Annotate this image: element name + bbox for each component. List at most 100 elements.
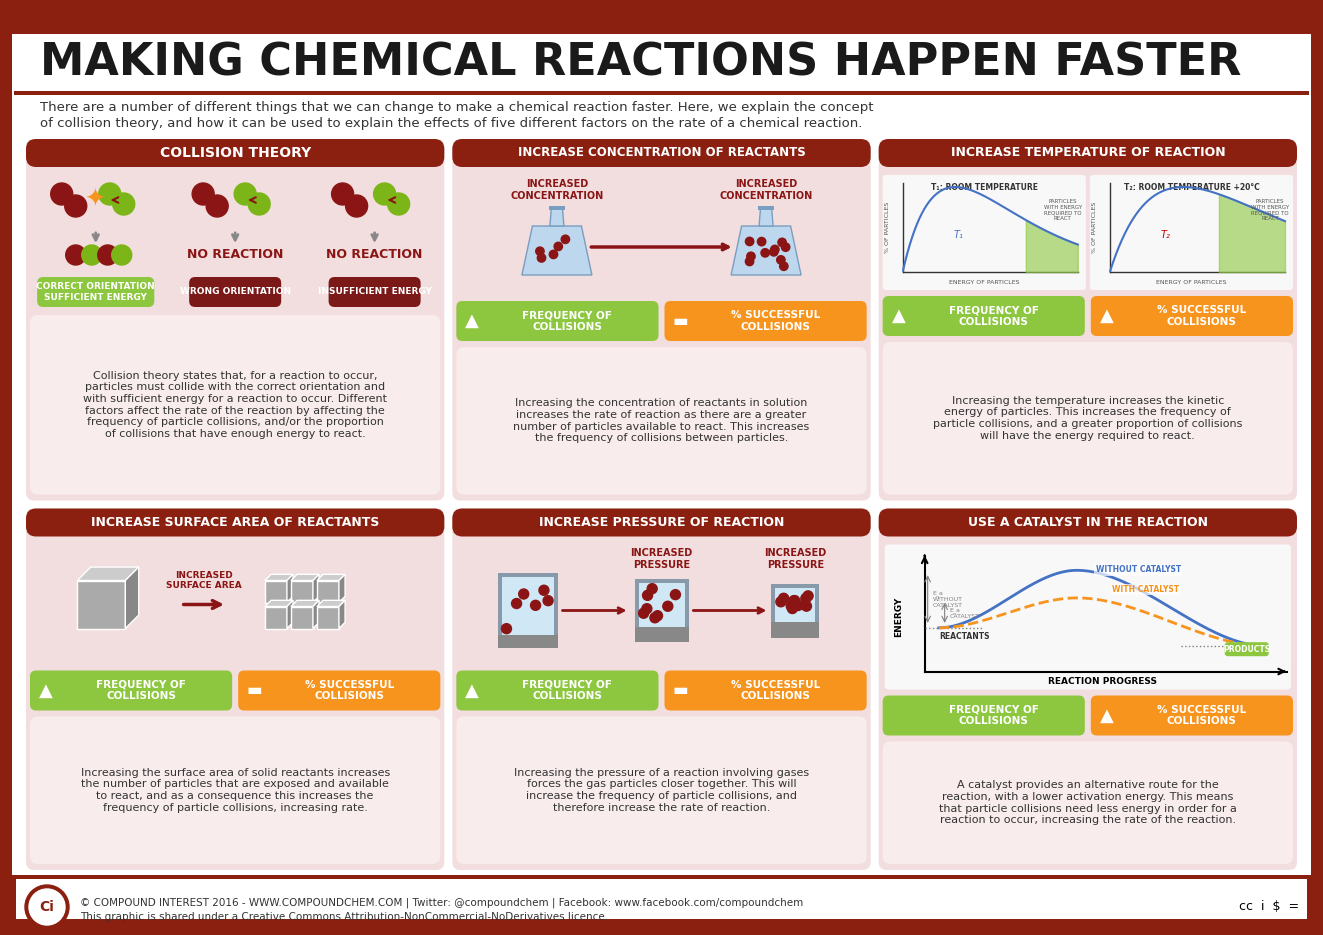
Text: COLLISION THEORY: COLLISION THEORY	[160, 146, 311, 160]
Circle shape	[778, 238, 786, 247]
FancyBboxPatch shape	[1090, 175, 1293, 290]
Text: INCREASE TEMPERATURE OF REACTION: INCREASE TEMPERATURE OF REACTION	[950, 147, 1225, 160]
Circle shape	[99, 183, 120, 205]
Circle shape	[66, 245, 86, 265]
Polygon shape	[287, 600, 294, 628]
Circle shape	[512, 598, 521, 609]
FancyBboxPatch shape	[882, 342, 1293, 495]
Text: ▲: ▲	[466, 682, 479, 699]
FancyBboxPatch shape	[664, 670, 867, 711]
Text: % SUCCESSFUL
COLLISIONS: % SUCCESSFUL COLLISIONS	[732, 310, 820, 332]
FancyBboxPatch shape	[26, 139, 445, 500]
Circle shape	[537, 253, 545, 262]
Text: FREQUENCY OF
COLLISIONS: FREQUENCY OF COLLISIONS	[523, 680, 613, 701]
Circle shape	[779, 262, 789, 270]
FancyBboxPatch shape	[878, 509, 1297, 870]
Bar	[771, 583, 819, 587]
Bar	[635, 626, 688, 642]
Polygon shape	[265, 581, 287, 602]
Text: INCREASED
CONCENTRATION: INCREASED CONCENTRATION	[511, 179, 603, 201]
Circle shape	[771, 245, 779, 253]
Text: ENERGY OF PARTICLES: ENERGY OF PARTICLES	[1156, 280, 1226, 285]
FancyBboxPatch shape	[328, 277, 421, 307]
Text: PARTICLES
WITH ENERGY
REQUIRED TO
REACT: PARTICLES WITH ENERGY REQUIRED TO REACT	[1044, 199, 1082, 222]
Bar	[635, 579, 688, 631]
FancyBboxPatch shape	[456, 347, 867, 495]
Text: Increasing the temperature increases the kinetic
energy of particles. This incre: Increasing the temperature increases the…	[933, 396, 1242, 440]
Polygon shape	[318, 607, 339, 628]
Circle shape	[790, 596, 799, 606]
Bar	[635, 579, 688, 583]
Polygon shape	[732, 226, 802, 275]
Circle shape	[745, 237, 754, 246]
Text: ENERGY: ENERGY	[894, 597, 904, 637]
Circle shape	[782, 243, 790, 252]
FancyBboxPatch shape	[452, 509, 871, 537]
Circle shape	[111, 245, 132, 265]
Text: % SUCCESSFUL
COLLISIONS: % SUCCESSFUL COLLISIONS	[1158, 705, 1246, 726]
Text: FREQUENCY OF
COLLISIONS: FREQUENCY OF COLLISIONS	[97, 680, 187, 701]
Bar	[758, 207, 774, 209]
Text: There are a number of different things that we can change to make a chemical rea: There are a number of different things t…	[40, 101, 873, 114]
Bar	[771, 583, 775, 638]
Text: % SUCCESSFUL
COLLISIONS: % SUCCESSFUL COLLISIONS	[732, 680, 820, 701]
Text: NO REACTION: NO REACTION	[327, 249, 423, 262]
Bar	[12, 12, 1311, 34]
Circle shape	[663, 601, 673, 611]
Bar	[497, 573, 501, 648]
Circle shape	[536, 247, 544, 255]
Text: Ci: Ci	[40, 900, 54, 914]
FancyBboxPatch shape	[1091, 296, 1293, 336]
FancyBboxPatch shape	[1225, 642, 1269, 656]
Text: USE A CATALYST IN THE REACTION: USE A CATALYST IN THE REACTION	[968, 516, 1208, 529]
Bar	[771, 583, 819, 626]
Text: T₁: ROOM TEMPERATURE: T₁: ROOM TEMPERATURE	[931, 183, 1037, 192]
Text: REACTION PROGRESS: REACTION PROGRESS	[1048, 677, 1158, 685]
Circle shape	[206, 195, 228, 217]
Polygon shape	[318, 574, 345, 581]
Text: INCREASE CONCENTRATION OF REACTANTS: INCREASE CONCENTRATION OF REACTANTS	[517, 147, 806, 160]
Text: ▬: ▬	[672, 312, 688, 330]
Circle shape	[561, 235, 570, 243]
Circle shape	[803, 591, 814, 601]
FancyBboxPatch shape	[189, 277, 282, 307]
Text: ▲: ▲	[1099, 707, 1114, 725]
Text: T₁: T₁	[954, 230, 963, 240]
FancyBboxPatch shape	[456, 301, 659, 341]
Polygon shape	[339, 574, 345, 602]
Text: ▲: ▲	[892, 307, 906, 325]
Polygon shape	[314, 600, 319, 628]
Circle shape	[519, 589, 529, 599]
Circle shape	[757, 237, 766, 246]
FancyBboxPatch shape	[238, 670, 441, 711]
Text: Increasing the pressure of a reaction involving gases
forces the gas particles c: Increasing the pressure of a reaction in…	[513, 768, 810, 813]
Bar	[553, 573, 557, 648]
Text: E_a
WITHOUT
CATALYST: E_a WITHOUT CATALYST	[933, 590, 963, 608]
Polygon shape	[318, 600, 345, 607]
Circle shape	[779, 594, 789, 603]
Text: ENERGY OF PARTICLES: ENERGY OF PARTICLES	[949, 280, 1020, 285]
Circle shape	[643, 590, 652, 600]
Circle shape	[234, 183, 257, 205]
Polygon shape	[318, 581, 339, 602]
Text: INCREASED
SURFACE AREA: INCREASED SURFACE AREA	[165, 571, 242, 591]
FancyBboxPatch shape	[878, 139, 1297, 500]
Text: FREQUENCY OF
COLLISIONS: FREQUENCY OF COLLISIONS	[949, 705, 1039, 726]
FancyBboxPatch shape	[452, 509, 871, 870]
Circle shape	[792, 600, 803, 611]
Polygon shape	[521, 226, 591, 275]
Circle shape	[112, 193, 135, 215]
Polygon shape	[265, 574, 294, 581]
Circle shape	[549, 251, 558, 259]
Circle shape	[554, 242, 562, 251]
Text: REACTANTS: REACTANTS	[939, 632, 990, 640]
Bar	[684, 579, 688, 642]
Text: cc  i  $  =: cc i $ =	[1238, 900, 1299, 913]
Circle shape	[249, 193, 270, 215]
Text: ▬: ▬	[246, 682, 262, 699]
Text: INSUFFICIENT ENERGY: INSUFFICIENT ENERGY	[318, 287, 431, 296]
Polygon shape	[265, 607, 287, 628]
Bar	[497, 635, 557, 648]
Text: % OF PARTICLES: % OF PARTICLES	[1093, 202, 1097, 253]
Text: Increasing the concentration of reactants in solution
increases the rate of reac: Increasing the concentration of reactant…	[513, 398, 810, 443]
